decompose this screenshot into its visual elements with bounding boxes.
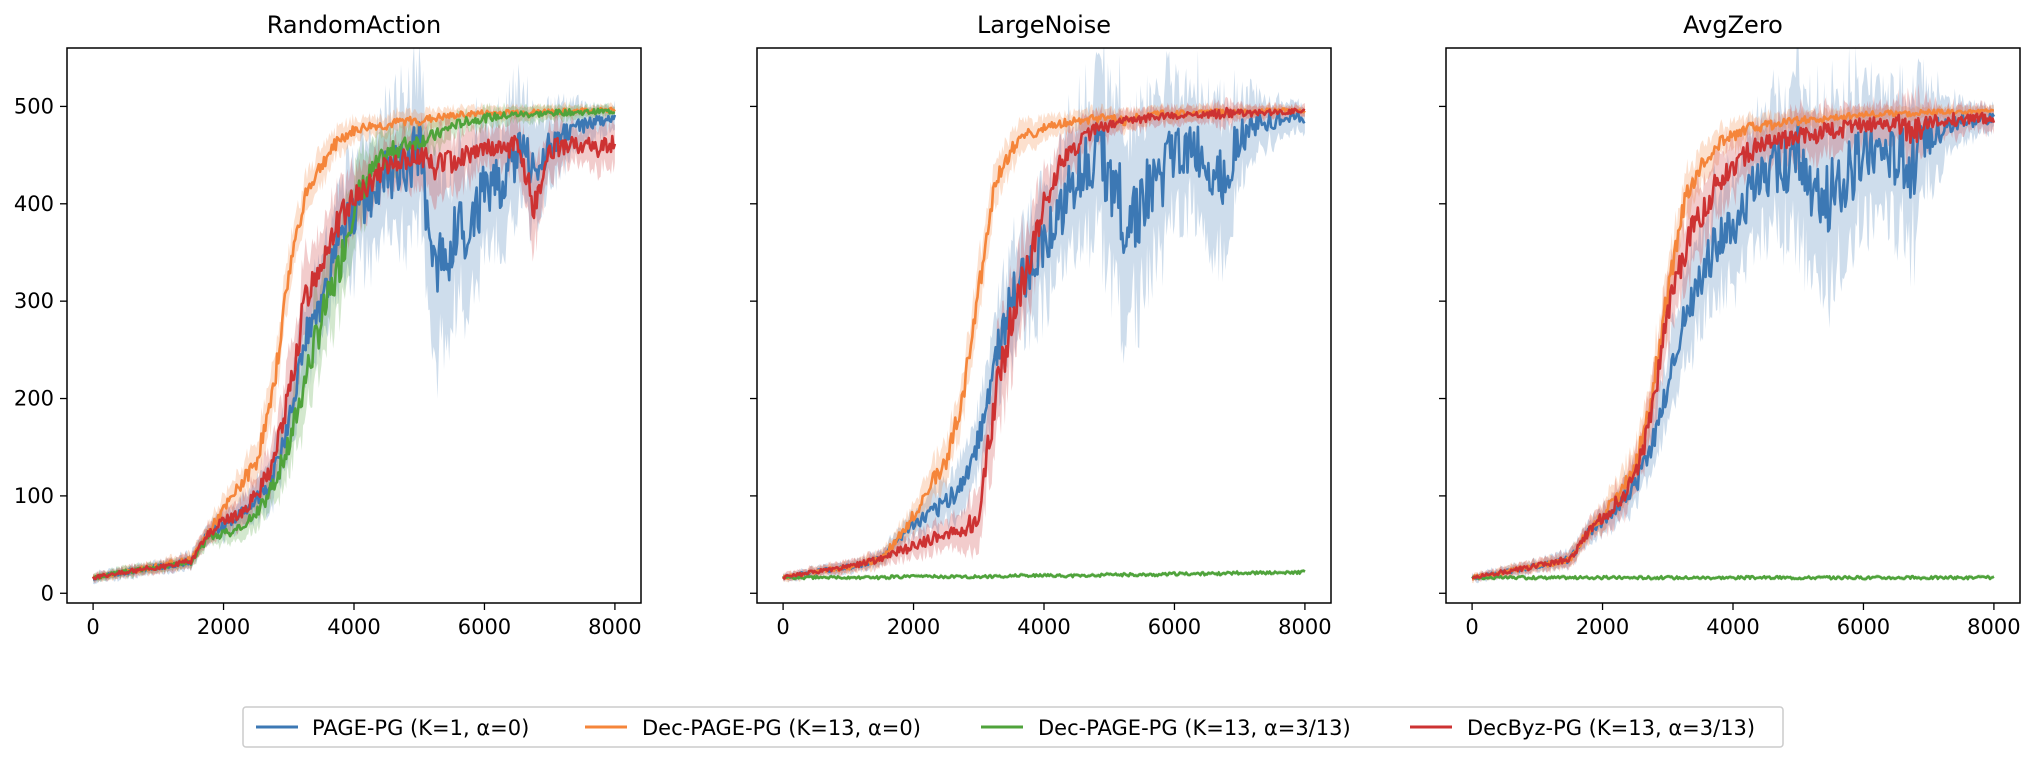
series-band	[93, 111, 615, 583]
legend-label: DecByz-PG (K=13, α=3/13)	[1467, 716, 1755, 740]
y-tick-label: 500	[14, 94, 54, 118]
x-tick-label: 2000	[887, 615, 940, 639]
panel-randomaction: RandomAction 0 2000 4000 6000 8000 0 100 200 300…	[14, 11, 642, 639]
legend-item: Dec-PAGE-PG (K=13, α=0)	[585, 716, 921, 740]
x-tick-label: 0	[86, 615, 99, 639]
x-tick-label: 8000	[1278, 615, 1331, 639]
y-tick-label: 300	[14, 289, 54, 313]
series-line	[782, 569, 1306, 581]
legend-label: Dec-PAGE-PG (K=13, α=3/13)	[1038, 716, 1351, 740]
series-band	[1472, 48, 1994, 584]
series-line	[782, 106, 1306, 580]
panel-title: RandomAction	[267, 11, 442, 39]
y-tick-label: 100	[14, 484, 54, 508]
legend-label: Dec-PAGE-PG (K=13, α=0)	[642, 716, 921, 740]
series-line	[91, 134, 617, 581]
plot-area: 0 2000 4000 6000 8000 0 100 200 300 400 500	[14, 47, 642, 639]
x-tick-label: 4000	[327, 615, 380, 639]
x-tick-label: 8000	[588, 615, 641, 639]
legend-label: PAGE-PG (K=1, α=0)	[312, 716, 529, 740]
x-tick-label: 0	[776, 615, 789, 639]
legend: PAGE-PG (K=1, α=0) Dec-PAGE-PG (K=13, α=…	[242, 706, 1784, 748]
x-tick-label: 8000	[1967, 615, 2020, 639]
y-tick-label: 0	[41, 581, 54, 605]
series-line	[1471, 111, 1996, 580]
x-tick-label: 6000	[1148, 615, 1201, 639]
y-tick-label: 200	[14, 387, 54, 411]
panel-largenoise: LargeNoise 0 2000 4000 6000 8000	[750, 11, 1332, 639]
x-tick-label: 6000	[1837, 615, 1890, 639]
x-tick-label: 2000	[197, 615, 250, 639]
legend-item: Dec-PAGE-PG (K=13, α=3/13)	[981, 716, 1351, 740]
panel-avgzero: AvgZero 0 2000 4000 6000 8000	[1439, 11, 2021, 639]
y-tick-label: 400	[14, 192, 54, 216]
x-tick-label: 6000	[458, 615, 511, 639]
x-tick-label: 2000	[1576, 615, 1629, 639]
plot-area: 0 2000 4000 6000 8000	[1439, 47, 2021, 639]
series-band	[1472, 83, 1994, 582]
legend-item: DecByz-PG (K=13, α=3/13)	[1410, 716, 1755, 740]
legend-item: PAGE-PG (K=1, α=0)	[256, 716, 529, 740]
x-tick-label: 4000	[1017, 615, 1070, 639]
panel-title: AvgZero	[1683, 11, 1783, 39]
series-group	[91, 48, 617, 585]
panel-title: LargeNoise	[977, 11, 1111, 39]
series-line	[92, 107, 616, 580]
x-tick-label: 0	[1465, 615, 1478, 639]
series-group	[781, 48, 1306, 583]
series-group	[1471, 48, 1996, 584]
series-band	[783, 48, 1305, 583]
x-tick-label: 4000	[1706, 615, 1759, 639]
series-band	[93, 101, 615, 583]
series-line	[1471, 574, 1995, 581]
plot-area: 0 2000 4000 6000 8000	[750, 47, 1332, 639]
